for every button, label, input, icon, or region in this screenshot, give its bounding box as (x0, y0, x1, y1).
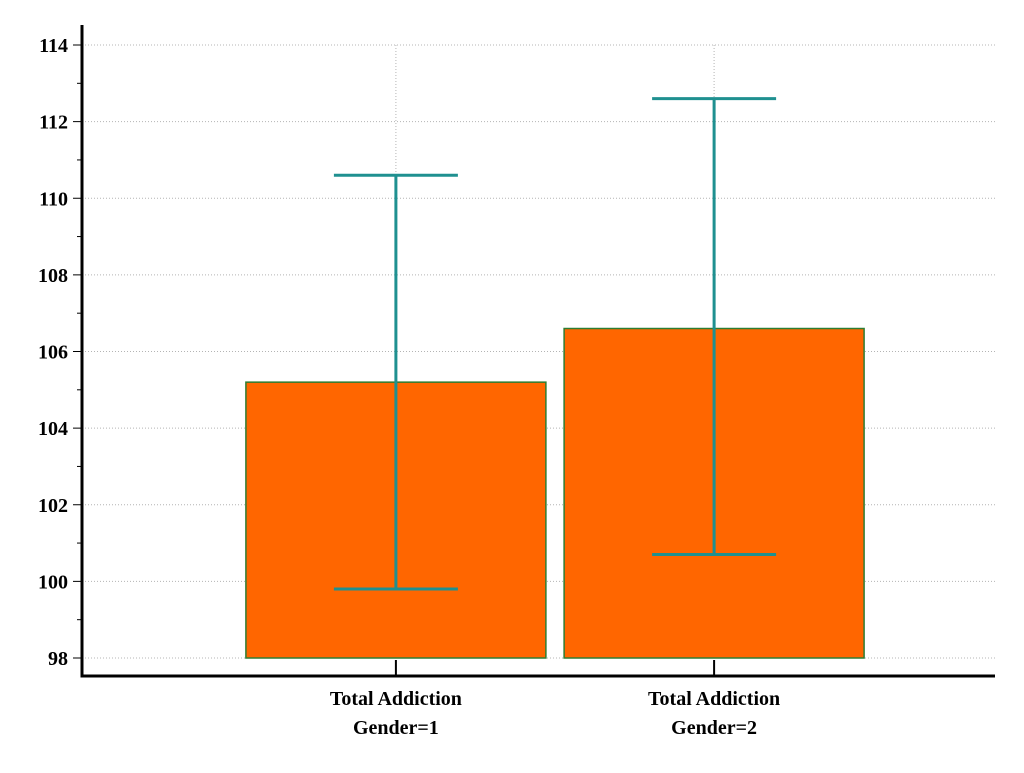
y-tick-label: 98 (48, 648, 68, 670)
x-category-label-line: Gender=2 (671, 717, 757, 739)
axes (73, 25, 995, 678)
y-tick-label: 110 (39, 188, 68, 210)
y-tick-label: 112 (39, 112, 68, 134)
y-tick-label: 102 (38, 495, 68, 517)
x-category-label-line: Total Addiction (648, 688, 780, 710)
y-tick-label: 100 (38, 571, 68, 593)
y-tick-label: 106 (38, 342, 68, 364)
tick-labels: 98 100 102 104 106 108 110 112 114 Total Addictio… (38, 35, 780, 739)
x-category-label-line: Total Addiction (330, 688, 462, 710)
x-category-label-line: Gender=1 (353, 717, 439, 739)
x-category-label: Total Addiction Gender=2 (648, 688, 780, 739)
bars (245, 327, 865, 659)
x-category-label: Total Addiction Gender=1 (330, 688, 462, 739)
y-tick-label: 104 (38, 418, 68, 440)
y-tick-label: 114 (39, 35, 68, 57)
error-bars (333, 97, 777, 591)
y-tick-label: 108 (38, 265, 68, 287)
